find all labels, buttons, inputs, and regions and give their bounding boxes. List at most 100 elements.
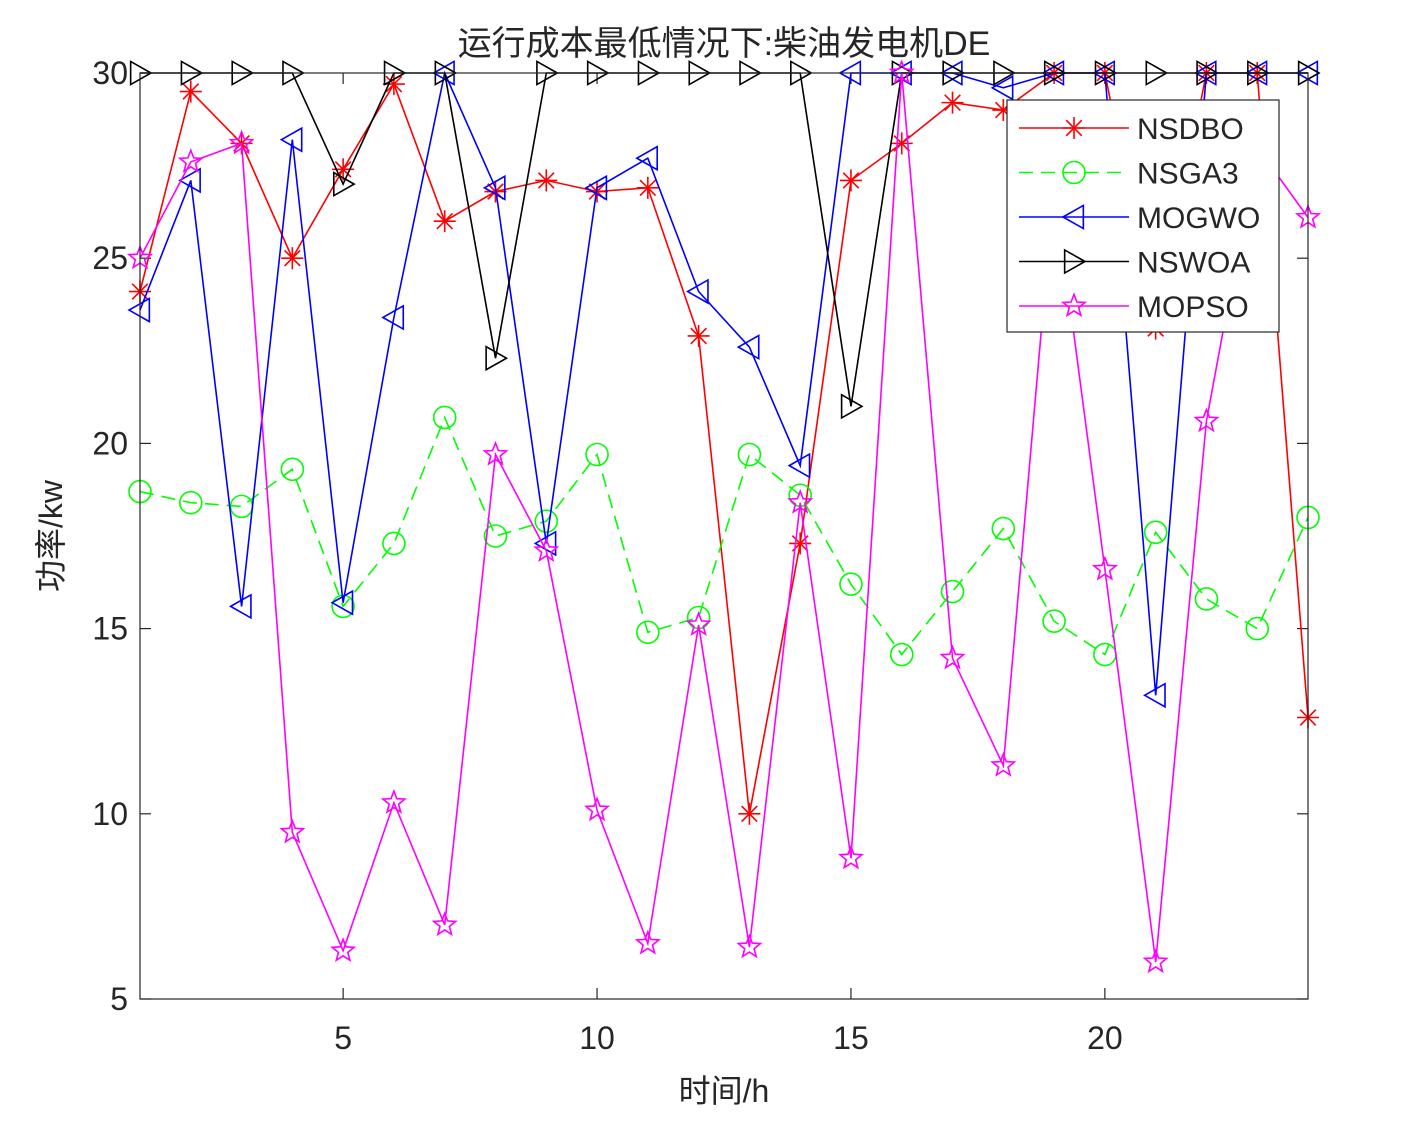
data-point xyxy=(839,572,863,596)
data-point xyxy=(585,442,609,467)
y-tick-label: 25 xyxy=(92,240,128,276)
data-point xyxy=(1063,248,1087,275)
legend-label: NSDBO xyxy=(1137,113,1244,146)
x-tick-label: 20 xyxy=(1087,1020,1123,1056)
data-point xyxy=(839,169,862,192)
data-point xyxy=(281,247,304,270)
data-point xyxy=(888,59,915,85)
data-point xyxy=(482,174,506,201)
data-point xyxy=(432,405,457,430)
data-point xyxy=(330,589,354,616)
legend-item: NSGA3 xyxy=(1019,158,1239,191)
data-point xyxy=(991,516,1016,541)
data-point xyxy=(1295,60,1319,86)
data-point xyxy=(889,642,914,667)
tick-labels: 5 10 15 20 5 10 15 20 25 30 xyxy=(92,55,1122,1056)
data-point xyxy=(228,129,255,155)
data-point xyxy=(380,788,408,814)
x-tick-label: 5 xyxy=(334,1020,352,1056)
data-point xyxy=(1143,682,1166,709)
data-point xyxy=(941,91,964,114)
data-point xyxy=(634,929,661,955)
y-axis-label: 功率/kw xyxy=(33,479,69,592)
legend-item: NSWOA xyxy=(1019,247,1250,280)
data-point xyxy=(382,73,405,96)
data-point xyxy=(990,751,1017,777)
data-point xyxy=(533,537,560,562)
data-point xyxy=(1245,616,1270,641)
data-point xyxy=(129,60,153,86)
data-point xyxy=(787,488,814,514)
data-point xyxy=(840,393,864,420)
data-point xyxy=(433,210,456,233)
data-point xyxy=(1143,520,1168,545)
plot-frame xyxy=(139,72,1309,1000)
data-point xyxy=(482,440,509,466)
data-point xyxy=(636,176,659,199)
legend-item: NSDBO xyxy=(1019,113,1244,146)
x-axis-label: 时间/h xyxy=(679,1073,770,1109)
data-point xyxy=(736,334,760,361)
data-point xyxy=(939,644,966,670)
data-point xyxy=(179,80,202,103)
y-tick-label: 30 xyxy=(92,55,128,91)
data-point xyxy=(534,509,559,533)
data-point xyxy=(431,911,458,937)
data-point xyxy=(685,278,709,305)
data-point xyxy=(584,174,608,201)
data-point xyxy=(1060,292,1088,318)
legend-item: MOGWO xyxy=(1019,202,1260,235)
data-point xyxy=(583,796,611,822)
legend-item: MOPSO xyxy=(1019,291,1249,324)
legend-label: NSGA3 xyxy=(1137,158,1239,191)
data-point xyxy=(635,145,658,172)
y-tick-label: 10 xyxy=(92,796,128,832)
data-point xyxy=(127,297,151,323)
data-point xyxy=(382,531,406,556)
data-point xyxy=(890,132,913,155)
data-point xyxy=(1061,204,1085,230)
y-tick-label: 20 xyxy=(92,425,128,461)
data-point xyxy=(485,345,509,372)
data-point xyxy=(837,844,864,870)
data-point xyxy=(687,324,710,347)
data-point xyxy=(1193,407,1220,433)
legend-label: NSWOA xyxy=(1137,247,1250,280)
series-line-mopso xyxy=(139,72,1309,963)
data-point xyxy=(1062,160,1086,185)
series-mopso xyxy=(126,59,1322,974)
data-point xyxy=(738,802,761,825)
data-point xyxy=(685,611,712,637)
data-point xyxy=(787,452,811,479)
data-point xyxy=(329,937,357,963)
data-point xyxy=(178,490,203,515)
legend-box xyxy=(1006,99,1280,333)
legend-label: MOPSO xyxy=(1137,291,1249,324)
data-point xyxy=(535,169,558,192)
data-point xyxy=(332,171,356,198)
data-point xyxy=(1091,555,1119,581)
y-tick-label: 5 xyxy=(110,981,128,1017)
data-point xyxy=(737,442,762,467)
data-point xyxy=(279,818,306,844)
data-point xyxy=(1142,948,1169,974)
data-point xyxy=(280,457,305,482)
data-point xyxy=(228,593,252,620)
x-tick-label: 10 xyxy=(579,1020,615,1056)
legend: NSDBO NSGA3 MOGWO NSWOA MOPSO xyxy=(1006,99,1280,333)
legend-label: MOGWO xyxy=(1137,202,1260,235)
x-tick-label: 15 xyxy=(833,1020,869,1056)
data-point xyxy=(1194,587,1219,611)
data-point xyxy=(178,167,201,194)
data-point xyxy=(990,74,1014,101)
data-point xyxy=(177,148,204,174)
data-point xyxy=(736,933,763,959)
data-point xyxy=(331,594,355,619)
data-point xyxy=(279,126,303,153)
data-point xyxy=(636,620,660,645)
data-point xyxy=(381,304,405,331)
data-point xyxy=(1063,117,1085,139)
data-point xyxy=(1042,609,1066,633)
data-point xyxy=(483,524,508,548)
